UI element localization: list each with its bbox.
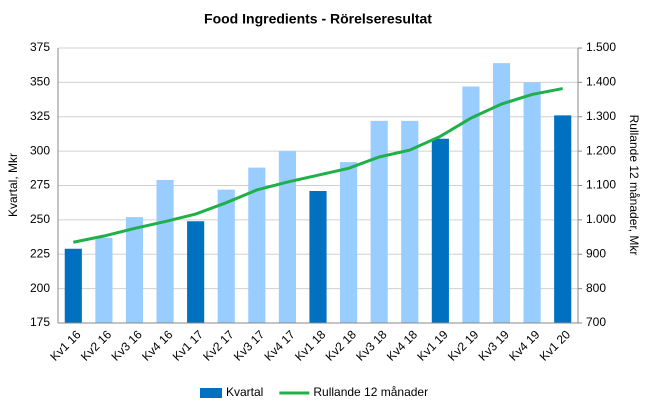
y2-tick-label: 1.300: [586, 109, 616, 123]
legend-label: Kvartal: [226, 385, 263, 399]
y-tick-label: 300: [30, 143, 50, 157]
bar: [492, 63, 511, 323]
bar: [340, 162, 358, 323]
y-axis-title: Kvartal, Mkr: [6, 153, 20, 217]
x-tick-label: Kv2 16: [78, 327, 115, 364]
x-tick-label: Kv3 19: [476, 327, 513, 364]
bar: [248, 167, 266, 323]
x-tick-label: Kv1 20: [537, 327, 574, 364]
chart-title: Food Ingredients - Rörelseresultat: [204, 11, 432, 27]
x-tick-label: Kv2 19: [445, 327, 482, 364]
y2-tick-label: 800: [586, 281, 606, 295]
x-tick-label: Kv2 18: [323, 327, 360, 364]
bar: [462, 86, 480, 323]
bar: [523, 82, 541, 323]
bar: [401, 120, 419, 323]
y-tick-label: 350: [30, 75, 50, 89]
bar: [64, 248, 82, 323]
bar: [278, 151, 296, 323]
y2-axis-title: Rullande 12 månader, Mkr: [627, 115, 641, 256]
bar: [125, 217, 144, 323]
y-tick-label: 200: [30, 281, 50, 295]
legend-label: Rullande 12 månader: [313, 385, 428, 399]
y-tick-label: 375: [30, 40, 50, 54]
x-tick-label: Kv1 19: [414, 327, 451, 364]
y2-tick-label: 1.100: [586, 178, 616, 192]
x-tick-label: Kv2 17: [200, 327, 237, 364]
x-tick-label: Kv1 17: [170, 327, 207, 364]
legend-swatch: [200, 388, 222, 398]
bar: [431, 138, 449, 323]
x-tick-label: Kv1 16: [47, 327, 84, 364]
x-tick-label: Kv4 18: [384, 327, 421, 364]
y-tick-label: 275: [30, 178, 50, 192]
bar: [156, 180, 174, 323]
y2-tick-label: 700: [586, 315, 606, 329]
x-tick-label: Kv4 17: [261, 327, 298, 364]
bar: [95, 237, 113, 323]
bar: [554, 115, 572, 323]
x-tick-label: Kv1 18: [292, 327, 329, 364]
y-tick-label: 175: [30, 315, 50, 329]
bar: [217, 189, 235, 323]
y2-tick-label: 1.200: [586, 143, 616, 157]
y2-tick-label: 1.500: [586, 40, 616, 54]
x-tick-label: Kv4 16: [139, 327, 176, 364]
x-tick-label: Kv3 16: [109, 327, 146, 364]
line: [72, 87, 563, 244]
x-tick-label: Kv3 17: [231, 327, 268, 364]
y2-tick-label: 900: [586, 246, 606, 260]
bar: [309, 191, 327, 323]
bar: [370, 120, 388, 323]
y2-tick-label: 1.400: [586, 75, 616, 89]
y-tick-label: 250: [30, 212, 50, 226]
y-tick-label: 325: [30, 109, 50, 123]
y2-tick-label: 1.000: [586, 212, 616, 226]
bar: [187, 221, 205, 323]
x-tick-label: Kv4 19: [506, 327, 543, 364]
x-tick-label: Kv3 18: [353, 327, 390, 364]
y-tick-label: 225: [30, 246, 50, 260]
